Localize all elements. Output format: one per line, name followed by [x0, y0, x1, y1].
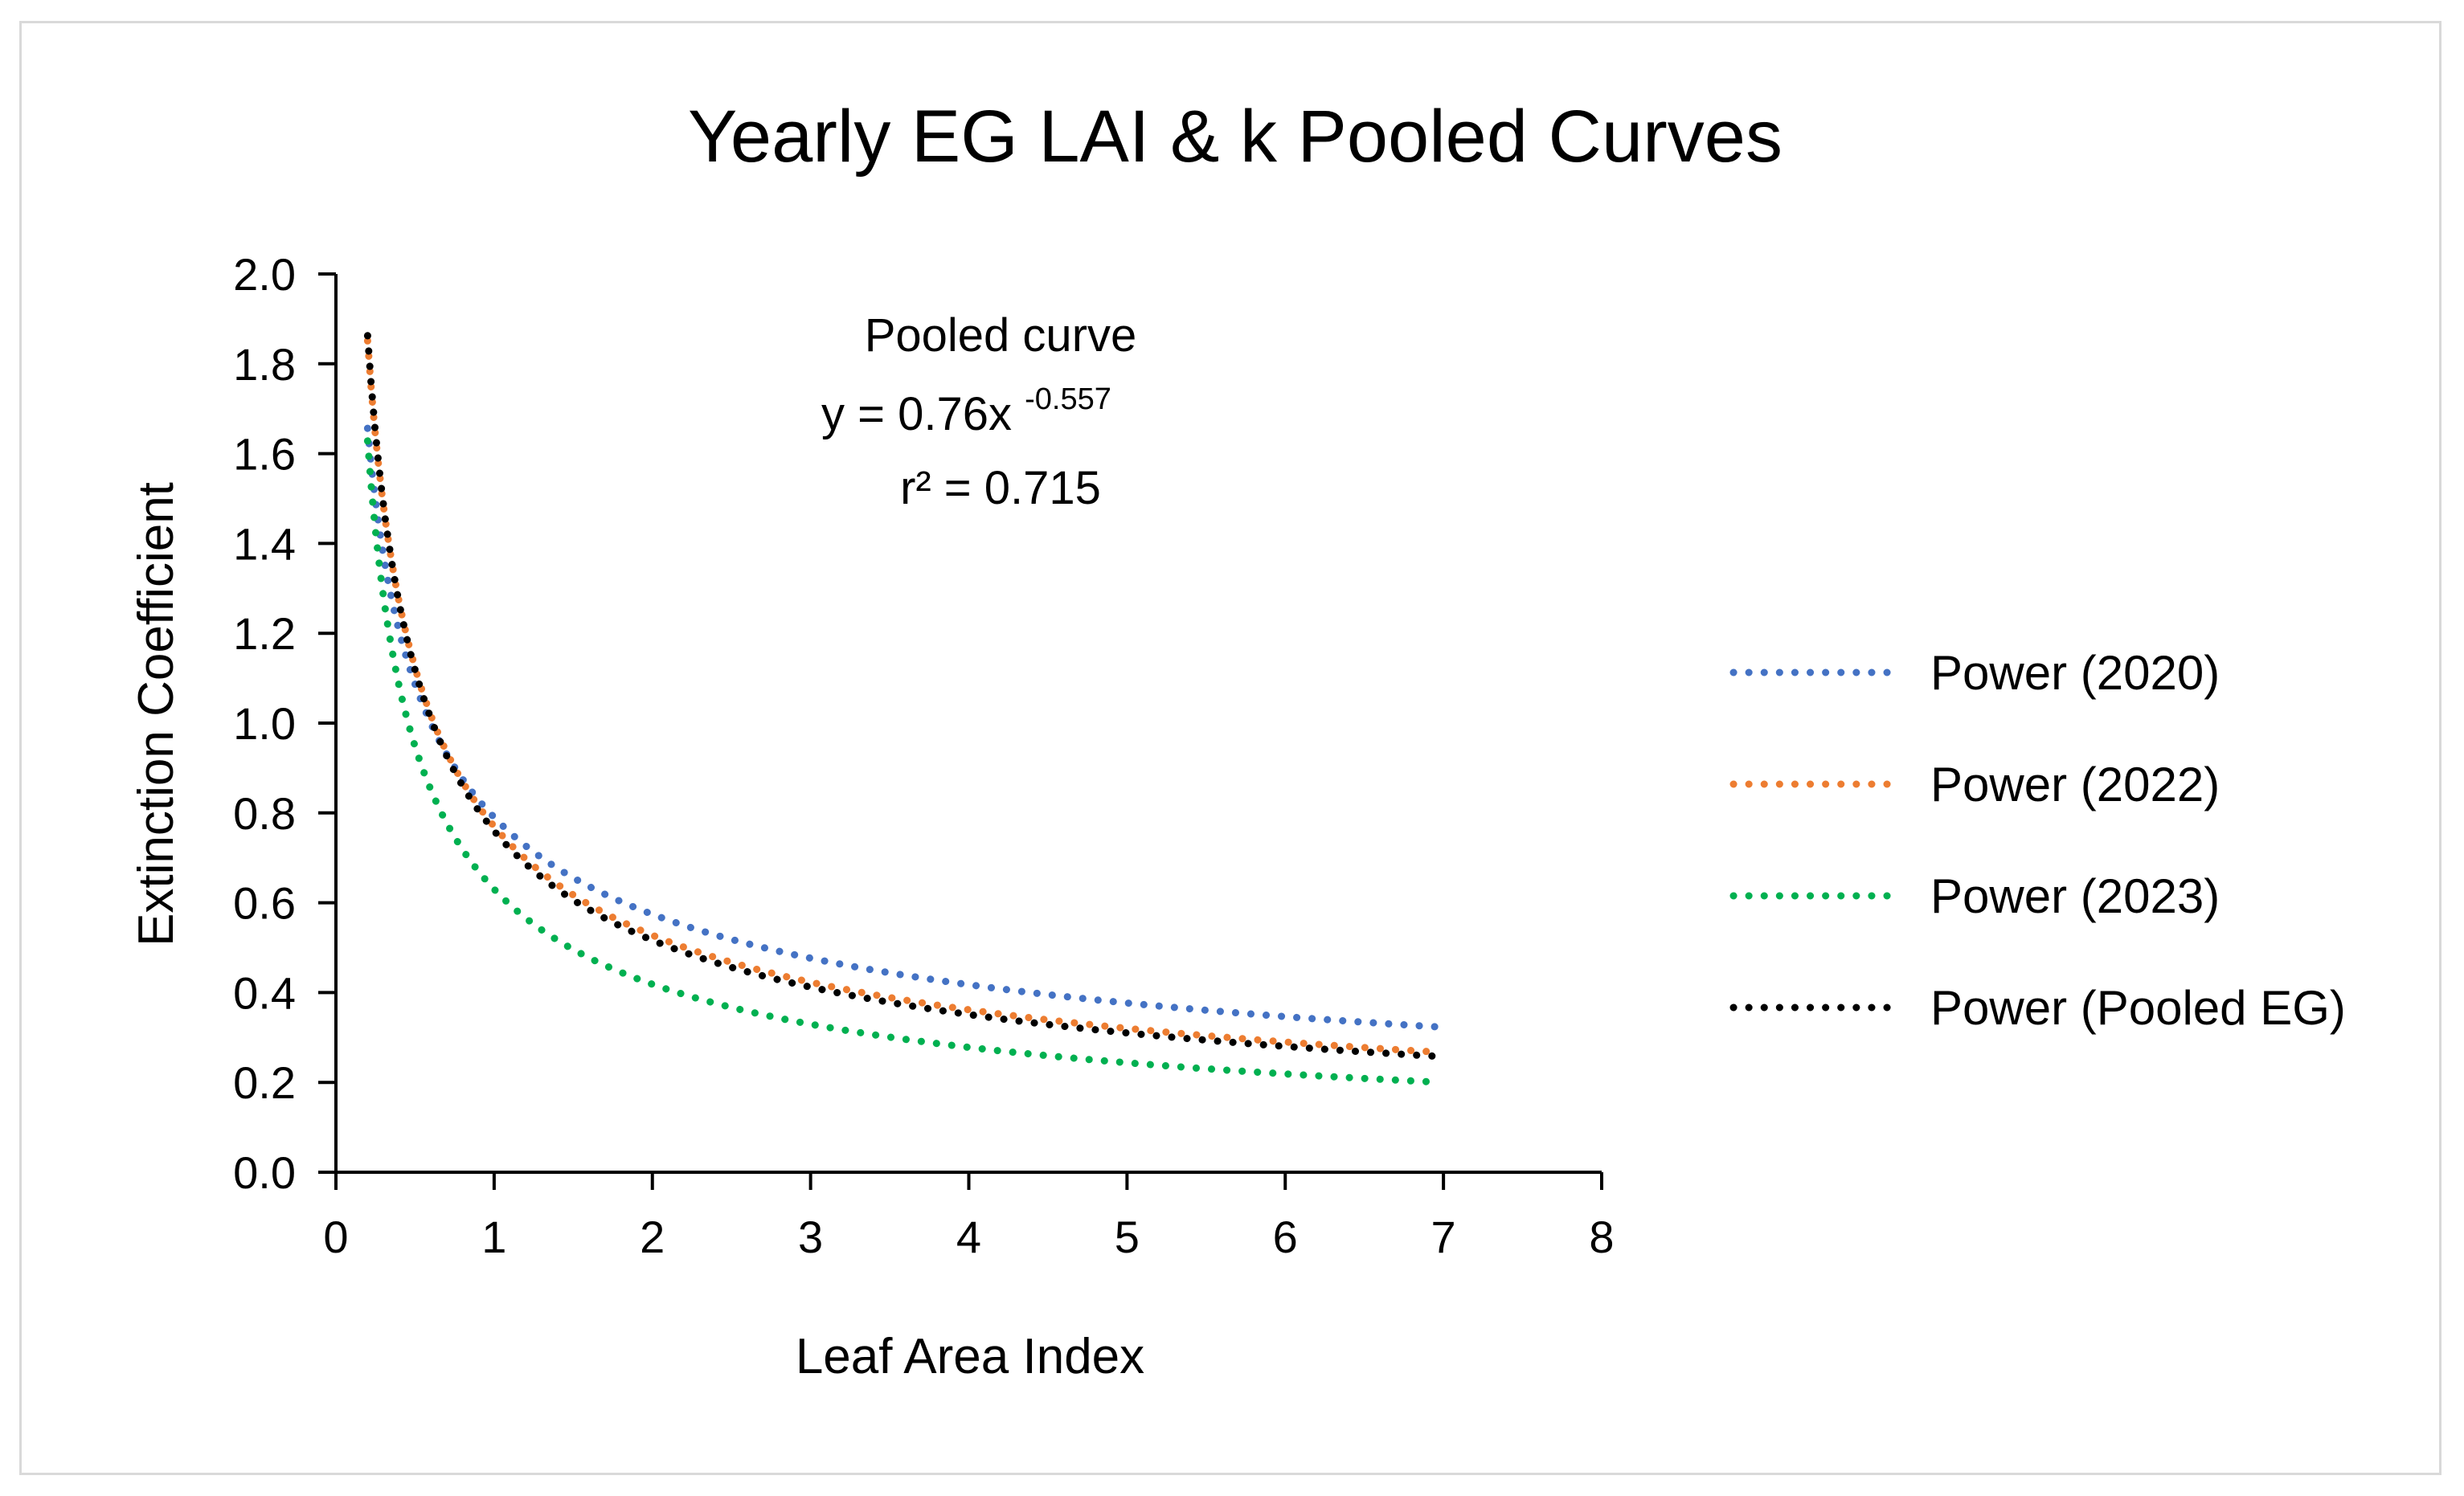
annotation-box: Pooled curve y = 0.76x -0.557 r² = 0.715 [821, 309, 1136, 514]
x-tick-label: 5 [1115, 1212, 1140, 1262]
y-tick-label: 1.0 [233, 698, 296, 749]
x-tick-label: 7 [1431, 1212, 1456, 1262]
legend-label-power-2023: Power (2023) [1930, 869, 2220, 923]
x-tick-label: 0 [323, 1212, 348, 1262]
y-tick-label: 1.4 [233, 518, 296, 569]
x-tick-label: 4 [956, 1212, 981, 1262]
series-line-power-2023 [363, 437, 1431, 1085]
annotation-line-3: r² = 0.715 [900, 462, 1101, 514]
y-tick-label: 0.0 [233, 1147, 296, 1198]
chart-title: Yearly EG LAI & k Pooled Curves [688, 96, 1783, 178]
series-layer [363, 332, 1447, 1085]
x-tick-label: 2 [640, 1212, 665, 1262]
y-tick-label: 0.6 [233, 878, 296, 929]
chart-frame: Yearly EG LAI & k Pooled Curves 0 1 2 3 4 5 6 7… [19, 21, 2441, 1475]
x-tick-label: 8 [1589, 1212, 1614, 1262]
axes: 0 1 2 3 4 5 6 7 8 0.0 0.2 0.4 0.6 0.8 1.0 1.2 1.4 1.6 1.8 2… [233, 249, 1614, 1262]
y-tick-label: 0.8 [233, 788, 296, 839]
series-line-power-2022 [363, 337, 1439, 1056]
y-tick-label: 0.4 [233, 967, 296, 1018]
series-line-power-pooled-eg [363, 332, 1439, 1061]
x-tick-label: 3 [798, 1212, 823, 1262]
y-tick-label: 1.8 [233, 339, 296, 390]
x-axis-label: Leaf Area Index [796, 1329, 1144, 1384]
annotation-line-1: Pooled curve [865, 309, 1137, 362]
annotation-exponent: -0.557 [1025, 382, 1111, 416]
y-tick-label: 1.6 [233, 429, 296, 480]
annotation-equation: y = 0.76x [821, 388, 1012, 440]
y-tick-label: 2.0 [233, 249, 296, 300]
series-line-power-2020 [363, 424, 1447, 1032]
y-tick-label: 0.2 [233, 1057, 296, 1108]
legend-label-power-2022: Power (2022) [1930, 758, 2220, 811]
legend-label-power-pooled-eg: Power (Pooled EG) [1930, 981, 2346, 1035]
legend: Power (2020) Power (2022) Power (2023) Powe… [1729, 646, 2346, 1035]
x-tick-label: 6 [1273, 1212, 1298, 1262]
chart-canvas: Yearly EG LAI & k Pooled Curves 0 1 2 3 4 5 6 7… [129, 96, 2346, 1384]
legend-label-power-2020: Power (2020) [1930, 646, 2220, 700]
annotation-line-2: y = 0.76x -0.557 [821, 382, 1111, 440]
y-tick-label: 1.2 [233, 608, 296, 659]
y-axis-label: Extinction Coefficient [129, 482, 184, 946]
x-tick-label: 1 [481, 1212, 506, 1262]
